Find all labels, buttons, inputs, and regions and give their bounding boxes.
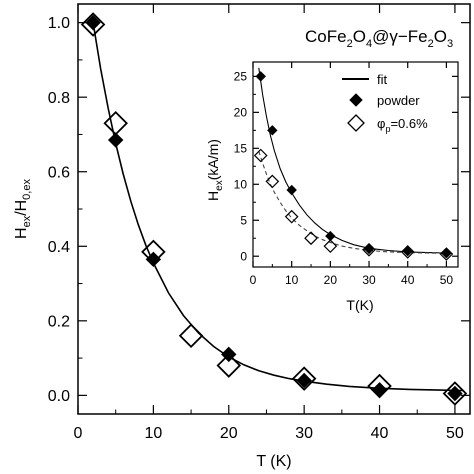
main-open-diamond-point xyxy=(442,381,468,406)
inset-y-tick-label: 20 xyxy=(234,106,248,120)
main-open-diamond-point xyxy=(367,373,392,399)
main-filled-diamond-point xyxy=(296,372,312,389)
inset-open-diamond-point xyxy=(439,247,454,261)
main-x-tick-label: 0 xyxy=(74,425,83,442)
inset-open-diamond-point xyxy=(284,209,299,224)
legend-phi-marker xyxy=(347,114,365,132)
main-open-diamond-point xyxy=(178,323,204,348)
main-y-tick-label: 0.2 xyxy=(48,313,70,330)
legend-powder-marker xyxy=(349,93,363,107)
inset-x-tick-label: 50 xyxy=(440,273,454,287)
main-x-tick-label: 30 xyxy=(295,425,313,442)
main-open-diamond-point xyxy=(141,239,166,265)
main-x-tick-label: 50 xyxy=(446,425,464,442)
main-x-tick-label: 40 xyxy=(371,425,389,442)
inset-x-tick-label: 30 xyxy=(362,273,376,287)
main-y-tick-label: 0.6 xyxy=(48,164,70,181)
main-x-tick-label: 10 xyxy=(144,425,162,442)
main-y-tick-label: 1.0 xyxy=(48,15,70,32)
inset-x-tick-label: 40 xyxy=(401,273,415,287)
main-filled-diamond-point xyxy=(107,132,124,148)
main-filled-diamond-point xyxy=(85,14,101,31)
inset-x-tick-label: 10 xyxy=(285,273,299,287)
main-x-axis-label: T (K) xyxy=(256,453,291,470)
legend-powder-label: powder xyxy=(377,93,420,108)
inset-y-tick-label: 5 xyxy=(240,213,247,227)
inset-y-tick-label: 10 xyxy=(234,177,248,191)
inset-data-markers xyxy=(253,71,454,261)
inset-y-tick-label: 25 xyxy=(234,70,248,84)
main-data-markers xyxy=(80,12,468,406)
inset-legend: fit powder φp=0.6% xyxy=(342,72,428,134)
inset-filled-diamond-point xyxy=(255,71,266,82)
main-y-tick-label: 0.4 xyxy=(48,239,70,256)
inset-open-diamond-point xyxy=(323,239,338,253)
main-y-tick-label: 0.0 xyxy=(48,388,70,405)
main-fit-curve xyxy=(92,22,463,392)
inset-x-tick-label: 0 xyxy=(250,273,257,287)
inset-open-diamond-point xyxy=(400,245,415,259)
inset-x-axis-label: T(K) xyxy=(346,297,373,313)
main-open-diamond-point xyxy=(80,12,106,37)
inset-plot-frame xyxy=(252,61,459,268)
main-open-diamond-point xyxy=(216,353,242,378)
inset-filled-diamond-point xyxy=(267,125,278,136)
main-chart-title: CoFe2O4@γ−Fe2O3 xyxy=(305,27,453,50)
main-y-tick-label: 0.8 xyxy=(48,90,70,107)
main-open-diamond-point xyxy=(103,111,128,136)
main-axis-ticks: 0 10 20 30 40 500.00.20.40.60.81.0 xyxy=(48,4,470,442)
inset-y-tick-label: 0 xyxy=(240,249,247,263)
inset-filled-diamond-point xyxy=(286,184,297,196)
inset-axis-ticks: 0 10 20 30 40 50 0 5 10 15 20 25 xyxy=(234,62,458,287)
inset-x-tick-label: 20 xyxy=(324,273,338,287)
legend-phi-label: φp=0.6% xyxy=(377,116,428,134)
inset-open-diamond-point xyxy=(304,231,318,246)
main-x-tick-label: 20 xyxy=(220,425,238,442)
main-solid-fit-line xyxy=(92,22,463,392)
inset-open-diamond-point xyxy=(362,242,376,257)
main-open-diamond-point xyxy=(291,366,317,391)
main-filled-diamond-point xyxy=(447,385,463,402)
inset-open-diamond-point xyxy=(265,174,280,189)
inset-open-diamond-point xyxy=(253,148,268,163)
legend-fit-label: fit xyxy=(377,72,388,87)
inset-y-tick-label: 15 xyxy=(234,142,248,156)
inset-line-fit-line xyxy=(258,67,447,254)
